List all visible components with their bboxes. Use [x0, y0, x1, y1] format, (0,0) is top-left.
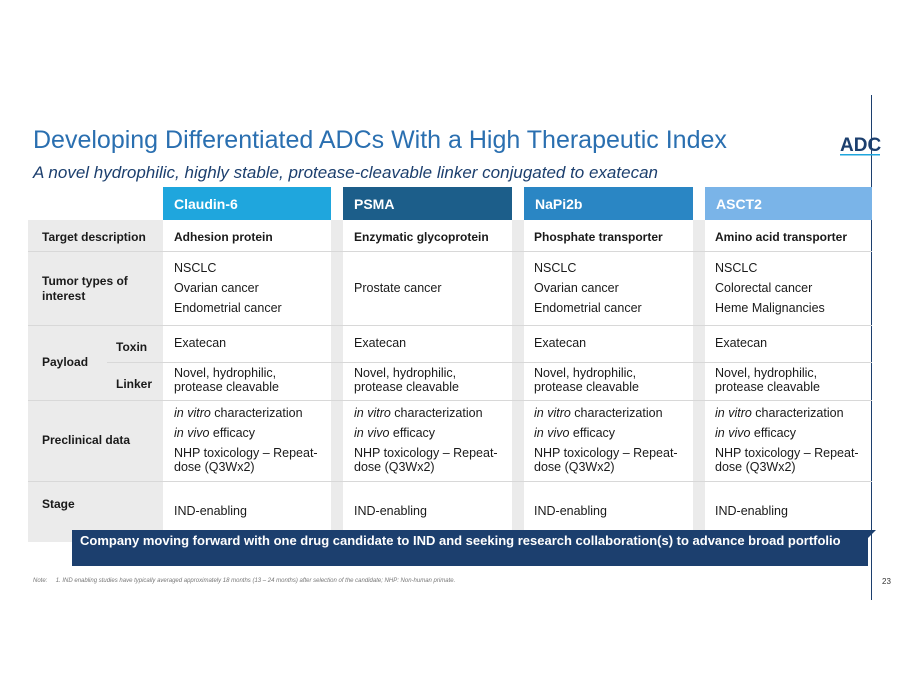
- linker-line: protease cleavable: [715, 380, 820, 394]
- row-label-tumor: Tumor types of interest: [42, 274, 128, 303]
- cell-target: Enzymatic glycoprotein: [354, 230, 489, 244]
- cell-target: Phosphate transporter: [534, 230, 663, 244]
- column-header-asct2: ASCT2: [705, 187, 872, 220]
- callout-banner: Company moving forward with one drug can…: [72, 530, 868, 566]
- column-header-napi2b: NaPi2b: [524, 187, 693, 220]
- tumor-line: Endometrial cancer: [174, 301, 282, 315]
- table-gutter-1: [331, 220, 343, 530]
- tumor-line: Heme Malignancies: [715, 301, 825, 315]
- tumor-line: Prostate cancer: [354, 281, 442, 295]
- preclinical-text: efficacy: [569, 426, 616, 440]
- preclinical-italic: in vivo: [174, 426, 210, 440]
- page-number: 23: [882, 577, 891, 586]
- row-label-toxin: Toxin: [116, 340, 148, 354]
- cell-preclinical: in vitro characterization in vivo effica…: [534, 406, 678, 474]
- preclinical-italic: in vitro: [715, 406, 752, 420]
- cell-linker: Novel, hydrophilic, protease cleavable: [534, 366, 639, 394]
- cell-tumor: NSCLC Ovarian cancer Endometrial cancer: [174, 261, 282, 315]
- row-label-linker: Linker: [116, 377, 153, 391]
- preclinical-text: efficacy: [389, 426, 436, 440]
- table-label-column-bg: [28, 220, 163, 542]
- cell-preclinical: in vitro characterization in vivo effica…: [354, 406, 498, 474]
- linker-line: Novel, hydrophilic,: [534, 366, 637, 380]
- slide-title: Developing Differentiated ADCs With a Hi…: [33, 126, 727, 154]
- cell-tumor: NSCLC Colorectal cancer Heme Malignancie…: [715, 261, 825, 315]
- tumor-line: Colorectal cancer: [715, 281, 813, 295]
- tumor-line: Ovarian cancer: [174, 281, 259, 295]
- cell-stage: IND-enabling: [715, 504, 788, 518]
- linker-line: Novel, hydrophilic,: [174, 366, 277, 380]
- cell-linker: Novel, hydrophilic, protease cleavable: [174, 366, 279, 394]
- linker-line: Novel, hydrophilic,: [354, 366, 457, 380]
- row-label-target: Target description: [42, 230, 146, 244]
- preclinical-text: characterization: [751, 406, 844, 420]
- linker-line: protease cleavable: [354, 380, 459, 394]
- preclinical-text: NHP toxicology – Repeat-: [174, 446, 318, 460]
- cell-tumor: NSCLC Ovarian cancer Endometrial cancer: [534, 261, 642, 315]
- preclinical-text: dose (Q3Wx2): [174, 460, 255, 474]
- tumor-line: NSCLC: [174, 261, 217, 275]
- cell-toxin: Exatecan: [534, 336, 587, 350]
- preclinical-text: dose (Q3Wx2): [534, 460, 615, 474]
- preclinical-text: characterization: [390, 406, 483, 420]
- preclinical-text: NHP toxicology – Repeat-: [354, 446, 498, 460]
- row-label-payload: Payload: [42, 355, 89, 369]
- preclinical-text: characterization: [210, 406, 303, 420]
- tumor-line: NSCLC: [534, 261, 577, 275]
- linker-line: protease cleavable: [174, 380, 279, 394]
- slide-divider-line: [871, 95, 872, 600]
- logo-text: ADC: [840, 135, 881, 156]
- linker-line: Novel, hydrophilic,: [715, 366, 818, 380]
- row-separator: [107, 362, 872, 363]
- tumor-line: NSCLC: [715, 261, 758, 275]
- preclinical-italic: in vivo: [354, 426, 390, 440]
- cell-target: Adhesion protein: [174, 230, 273, 244]
- row-separator: [28, 325, 872, 326]
- banner-corner-accent: [868, 530, 876, 538]
- preclinical-italic: in vivo: [715, 426, 751, 440]
- cell-linker: Novel, hydrophilic, protease cleavable: [715, 366, 820, 394]
- column-header-psma: PSMA: [343, 187, 512, 220]
- row-separator: [28, 481, 872, 482]
- preclinical-italic: in vitro: [354, 406, 391, 420]
- preclinical-text: dose (Q3Wx2): [715, 460, 796, 474]
- row-separator: [28, 400, 872, 401]
- column-header-claudin6: Claudin-6: [163, 187, 331, 220]
- footnote: Note: 1. IND enabling studies have typic…: [33, 578, 455, 584]
- table-gutter-3: [693, 220, 705, 530]
- cell-tumor: Prostate cancer: [354, 281, 442, 295]
- linker-line: protease cleavable: [534, 380, 639, 394]
- cell-stage: IND-enabling: [174, 504, 247, 518]
- cell-toxin: Exatecan: [715, 336, 768, 350]
- tumor-line: Endometrial cancer: [534, 301, 642, 315]
- footnote-text: 1. IND enabling studies have typically a…: [55, 578, 456, 584]
- cell-target: Amino acid transporter: [715, 230, 848, 244]
- preclinical-italic: in vitro: [534, 406, 571, 420]
- preclinical-text: efficacy: [750, 426, 797, 440]
- row-label-stage: Stage: [42, 497, 75, 511]
- cell-stage: IND-enabling: [534, 504, 607, 518]
- adc-logo: ADC: [840, 135, 881, 156]
- cell-preclinical: in vitro characterization in vivo effica…: [174, 406, 318, 474]
- slide-subtitle: A novel hydrophilic, highly stable, prot…: [33, 163, 658, 182]
- preclinical-text: NHP toxicology – Repeat-: [715, 446, 859, 460]
- tumor-line: Ovarian cancer: [534, 281, 619, 295]
- preclinical-text: NHP toxicology – Repeat-: [534, 446, 678, 460]
- preclinical-italic: in vitro: [174, 406, 211, 420]
- cell-linker: Novel, hydrophilic, protease cleavable: [354, 366, 459, 394]
- preclinical-text: efficacy: [209, 426, 256, 440]
- cell-toxin: Exatecan: [174, 336, 227, 350]
- preclinical-text: characterization: [570, 406, 663, 420]
- preclinical-italic: in vivo: [534, 426, 570, 440]
- preclinical-text: dose (Q3Wx2): [354, 460, 435, 474]
- row-separator: [28, 251, 872, 252]
- row-label-preclinical: Preclinical data: [42, 433, 131, 447]
- cell-preclinical: in vitro characterization in vivo effica…: [715, 406, 859, 474]
- cell-toxin: Exatecan: [354, 336, 407, 350]
- table-gutter-2: [512, 220, 524, 530]
- cell-stage: IND-enabling: [354, 504, 427, 518]
- footnote-label: Note:: [33, 578, 48, 584]
